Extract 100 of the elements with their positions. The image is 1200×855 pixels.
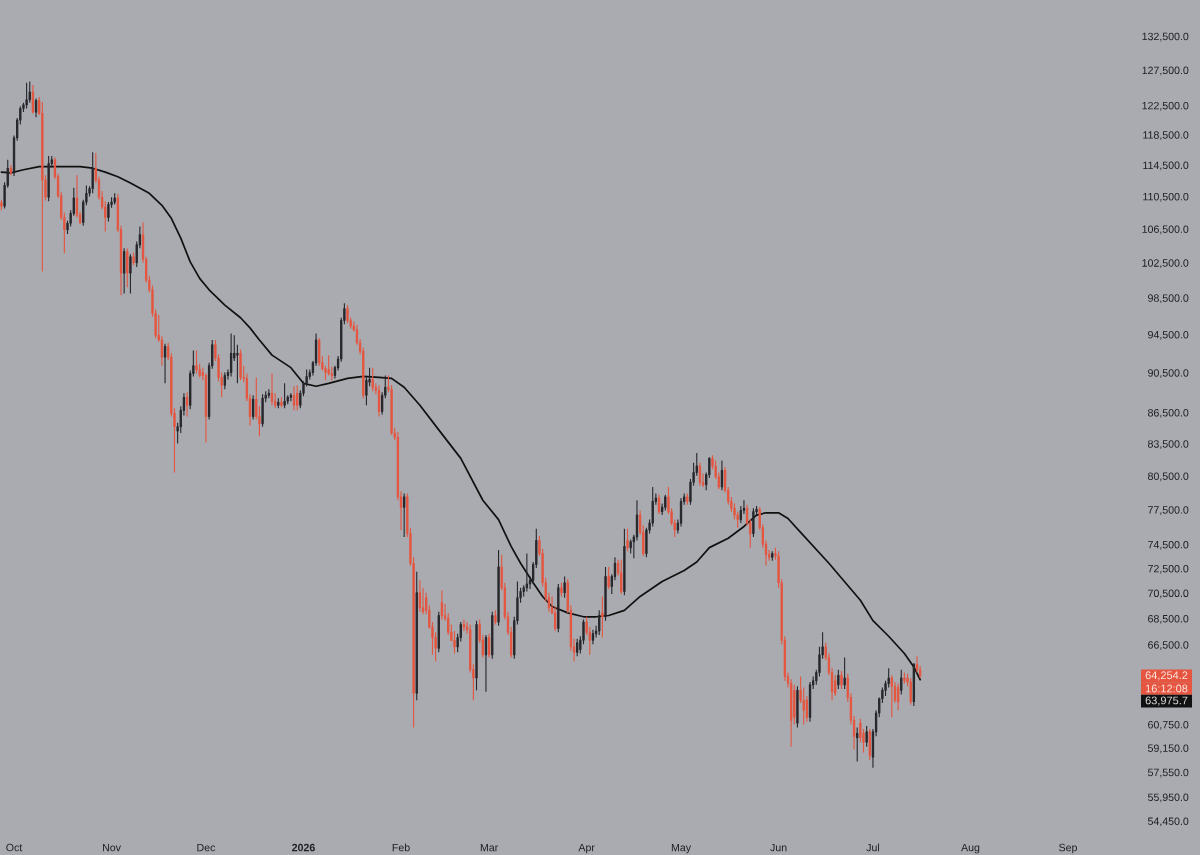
x-tick-label: Jun — [770, 843, 787, 852]
candlestick — [34, 97, 38, 118]
candlestick — [261, 393, 264, 428]
candlestick — [843, 656, 846, 690]
x-tick-label: Sep — [1059, 843, 1078, 854]
candlestick — [132, 251, 135, 266]
x-tick-label: Aug — [961, 843, 980, 854]
candlestick — [289, 392, 293, 402]
candlestick — [607, 566, 610, 590]
candlestick — [283, 382, 286, 409]
candlestick — [280, 396, 283, 408]
y-tick-label: 66,500.0 — [1148, 641, 1189, 650]
y-tick-label: 114,500.0 — [1143, 161, 1189, 171]
candlestick — [686, 493, 689, 506]
candlestick — [563, 576, 566, 599]
candlestick — [239, 348, 242, 381]
candlestick — [620, 559, 623, 595]
y-tick-label: 68,500.0 — [1148, 615, 1189, 624]
y-tick-label: 60,750.0 — [1148, 720, 1189, 730]
candlestick — [28, 80, 31, 104]
candlestick — [25, 82, 28, 109]
candlestick — [487, 633, 491, 659]
y-tick-label: 72,500.0 — [1148, 564, 1189, 574]
candlestick — [720, 459, 724, 491]
candlestick — [292, 385, 296, 411]
candlestick — [626, 528, 629, 552]
candlestick — [31, 84, 35, 115]
candlestick — [896, 682, 900, 711]
candlestick — [195, 349, 198, 375]
x-tick-label: Apr — [578, 843, 595, 854]
candlestick — [557, 583, 560, 633]
candlestick — [915, 655, 919, 674]
y-tick-label: 70,500.0 — [1148, 589, 1189, 599]
candlestick — [497, 549, 500, 627]
candlestick — [484, 634, 488, 693]
candlestick — [163, 343, 167, 384]
candlestick — [837, 669, 840, 690]
candlestick — [657, 494, 661, 515]
candlestick — [525, 553, 529, 593]
candlestick — [698, 462, 702, 487]
y-tick-label: 94,500.0 — [1148, 330, 1189, 340]
candlestick — [491, 611, 494, 660]
candlestick — [909, 677, 912, 706]
candlestick — [371, 367, 374, 392]
candlestick — [865, 725, 868, 748]
candlestick — [251, 394, 255, 421]
candlestick — [327, 354, 330, 377]
candlestick — [598, 609, 601, 636]
candlestick — [129, 253, 132, 294]
candlestick — [107, 201, 110, 223]
candlestick — [0, 199, 3, 211]
candlestick — [440, 589, 444, 620]
candlestick — [903, 671, 906, 684]
candlestick — [604, 566, 607, 622]
y-tick-label: 86,500.0 — [1148, 409, 1189, 418]
candlestick — [91, 151, 94, 194]
y-tick-label: 98,500.0 — [1148, 294, 1189, 304]
candlestick — [122, 247, 126, 294]
candlestick — [377, 384, 381, 418]
x-tick-label: Feb — [392, 843, 410, 852]
x-tick-label: Oct — [6, 843, 23, 852]
x-tick-label: Mar — [480, 843, 499, 852]
candlestick — [840, 670, 843, 690]
text: 64,254.2 — [1145, 671, 1188, 681]
candlestick — [808, 681, 812, 723]
y-tick-label: 110,500.0 — [1143, 192, 1189, 202]
y-tick-label: 80,500.0 — [1148, 472, 1189, 482]
candlestick — [900, 669, 903, 696]
candlestick — [664, 494, 667, 512]
y-tick-label: 83,500.0 — [1148, 440, 1189, 449]
text: 16:12:08 — [1145, 684, 1188, 693]
y-tick-label: 55,950.0 — [1147, 793, 1189, 803]
candlestick — [623, 528, 626, 596]
y-tick-label: 132,500.0 — [1142, 32, 1189, 42]
candlestick — [771, 550, 774, 562]
candlestick — [113, 192, 116, 206]
candlestick — [475, 620, 478, 691]
candlestick — [890, 674, 894, 718]
candlestick — [752, 507, 755, 538]
candlestick — [418, 579, 422, 613]
candlestick — [629, 538, 632, 555]
x-tick-label: May — [671, 843, 692, 854]
candlestick — [560, 582, 563, 598]
candlestick — [41, 101, 44, 272]
candlestick — [267, 388, 271, 399]
y-tick-label: 102,500.0 — [1142, 259, 1189, 268]
candlestick — [462, 618, 466, 632]
x-tick-label: 2026 — [292, 843, 315, 852]
y-tick-label: 106,500.0 — [1142, 225, 1189, 235]
candlestick — [277, 397, 280, 409]
y-tick-label: 90,500.0 — [1148, 369, 1189, 378]
candlestick — [185, 391, 189, 418]
candlestick — [415, 571, 418, 701]
candlestick — [601, 595, 604, 639]
y-tick-label: 57,550.0 — [1147, 768, 1189, 778]
candlestick — [126, 247, 129, 288]
candlestick — [591, 629, 595, 645]
y-tick-label: 74,500.0 — [1148, 540, 1189, 550]
candlestick — [437, 611, 440, 653]
x-tick-label: Jul — [866, 843, 880, 852]
